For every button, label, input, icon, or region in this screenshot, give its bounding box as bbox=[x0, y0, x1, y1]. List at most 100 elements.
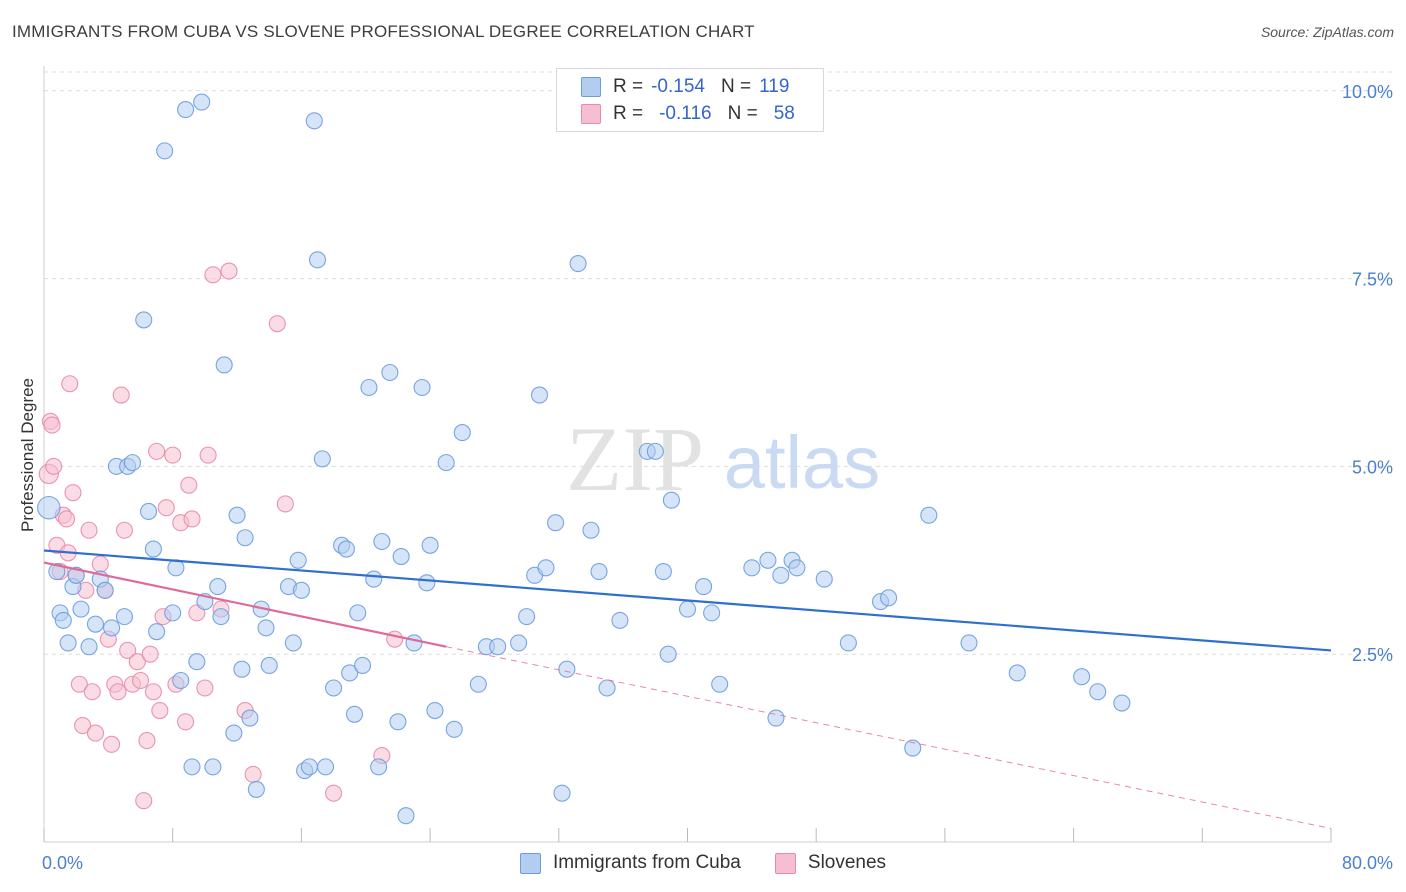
cuba-point bbox=[148, 623, 166, 641]
cuba-point bbox=[920, 506, 938, 524]
cuba-point bbox=[37, 495, 61, 520]
cuba-point bbox=[209, 578, 227, 596]
cuba-point bbox=[204, 758, 222, 776]
cuba-point bbox=[225, 724, 243, 742]
slovenes-point bbox=[157, 499, 175, 517]
cuba-point bbox=[260, 656, 278, 675]
cuba-point bbox=[96, 581, 114, 599]
cuba-point bbox=[257, 619, 275, 637]
slovenes-point bbox=[148, 442, 166, 460]
slovenes-points bbox=[38, 262, 404, 810]
cuba-point bbox=[313, 450, 331, 468]
cuba-point bbox=[695, 578, 713, 596]
cuba-point bbox=[316, 758, 335, 776]
cuba-point bbox=[345, 705, 364, 723]
slovenes-point bbox=[151, 701, 169, 720]
slovenes-point bbox=[135, 792, 153, 810]
cuba-point bbox=[1113, 694, 1131, 712]
cuba-point bbox=[341, 664, 359, 682]
cuba-point bbox=[662, 491, 680, 509]
cuba-point bbox=[177, 101, 195, 119]
legend-label-cuba: Immigrants from Cuba bbox=[552, 852, 741, 873]
cuba-point bbox=[123, 454, 142, 472]
y-axis-label: Professional Degree bbox=[18, 378, 37, 532]
stats-legend: R = -0.154 N = 119 R = -0.116 N = 58 bbox=[556, 68, 824, 132]
watermark-zip: ZIP bbox=[566, 408, 704, 510]
cuba-point bbox=[103, 619, 121, 637]
cuba-point bbox=[284, 634, 302, 652]
y-tick-label: 10.0% bbox=[1342, 82, 1393, 102]
cuba-point bbox=[418, 574, 436, 592]
y-tick-label: 2.5% bbox=[1352, 645, 1393, 665]
cuba-point bbox=[445, 720, 463, 738]
cuba-point bbox=[172, 671, 190, 690]
cuba-point bbox=[373, 532, 391, 551]
cuba-point bbox=[48, 563, 66, 581]
cuba-point bbox=[59, 634, 77, 652]
slovenes-point bbox=[119, 641, 137, 659]
legend-item-slovenes[interactable]: Slovenes bbox=[774, 852, 887, 874]
cuba-point bbox=[904, 739, 922, 757]
legend-item-cuba[interactable]: Immigrants from Cuba bbox=[519, 852, 741, 874]
legend-swatch-cuba bbox=[581, 77, 601, 97]
slovenes-point bbox=[180, 476, 198, 494]
watermark: ZIP atlas bbox=[566, 408, 880, 510]
cuba-point bbox=[582, 521, 600, 539]
legend-row-cuba: R = -0.154 N = 119 bbox=[581, 74, 789, 100]
x-tick-label: 80.0% bbox=[1342, 853, 1393, 873]
cuba-point bbox=[156, 142, 174, 160]
legend-swatch-slovenes bbox=[581, 104, 601, 124]
cuba-point bbox=[300, 758, 318, 776]
cuba-point bbox=[839, 634, 857, 652]
slovenes-point bbox=[115, 521, 133, 539]
cuba-point bbox=[788, 559, 806, 577]
cuba-point bbox=[743, 559, 761, 577]
cuba-point bbox=[212, 608, 230, 626]
slovenes-point bbox=[103, 735, 121, 753]
legend-n-value: 58 bbox=[773, 103, 795, 124]
slovenes-point bbox=[128, 653, 146, 671]
legend-swatch-cuba bbox=[519, 852, 541, 874]
cuba-point bbox=[772, 566, 790, 584]
cuba-point bbox=[164, 604, 182, 622]
cuba-point bbox=[880, 589, 898, 607]
cuba-point bbox=[337, 540, 355, 558]
slovenes-point bbox=[74, 717, 92, 735]
slovenes-point bbox=[196, 679, 214, 697]
cuba-point bbox=[140, 502, 158, 521]
cuba-point bbox=[381, 363, 399, 382]
legend-label-slovenes: Slovenes bbox=[807, 852, 887, 873]
cuba-point bbox=[767, 709, 785, 727]
slovenes-trend-line bbox=[43, 561, 447, 648]
cuba-point bbox=[370, 758, 388, 776]
cuba-point bbox=[215, 356, 233, 374]
slovenes-point bbox=[109, 683, 127, 701]
y-tick-label: 5.0% bbox=[1352, 457, 1393, 477]
cuba-point bbox=[413, 378, 431, 397]
slovenes-point bbox=[177, 713, 195, 731]
slovenes-trend-extension bbox=[446, 646, 1332, 829]
cuba-point bbox=[1073, 668, 1091, 686]
cuba-point bbox=[598, 679, 616, 697]
cuba-point bbox=[135, 311, 153, 329]
legend-n-label: N = bbox=[727, 103, 758, 124]
cuba-point bbox=[80, 638, 98, 656]
cuba-point bbox=[54, 611, 72, 629]
cuba-point bbox=[405, 634, 423, 652]
cuba-point bbox=[389, 713, 407, 731]
cuba-trend-line bbox=[43, 549, 1332, 652]
cuba-points bbox=[37, 93, 1131, 825]
cuba-point bbox=[1008, 664, 1026, 682]
cuba-point bbox=[308, 251, 327, 269]
axes bbox=[43, 66, 1332, 843]
x-tick-label: 0.0% bbox=[42, 853, 83, 873]
cuba-point bbox=[86, 615, 105, 633]
cuba-point bbox=[365, 570, 383, 588]
cuba-point bbox=[960, 634, 978, 652]
cuba-point bbox=[292, 581, 310, 599]
cuba-point bbox=[703, 604, 721, 622]
legend-n-label: N = bbox=[720, 76, 752, 97]
series-legend: Immigrants from Cuba Slovenes bbox=[0, 852, 1406, 874]
chart-title: IMMIGRANTS FROM CUBA VS SLOVENE PROFESSI… bbox=[12, 22, 755, 41]
